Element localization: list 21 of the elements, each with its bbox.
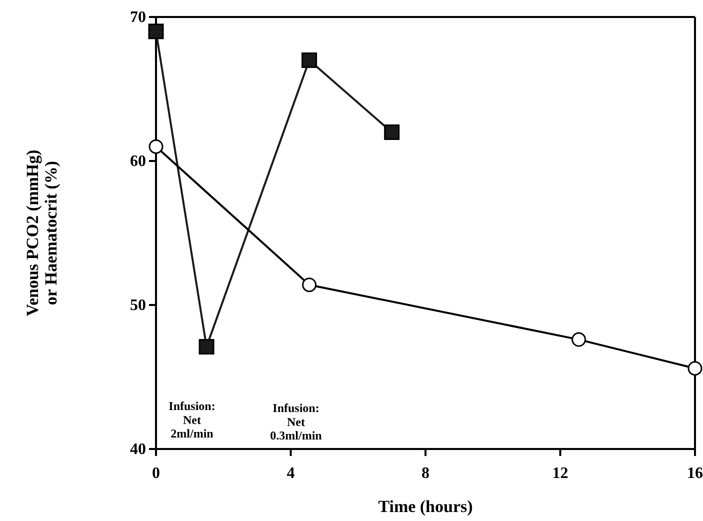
- point: [198, 339, 214, 355]
- x-tick-label: 8: [422, 465, 430, 482]
- y-tick-label: 70: [130, 9, 146, 26]
- x-tick-label: 16: [687, 465, 703, 482]
- point: [302, 278, 317, 292]
- annotation: Infusion: Net 0.3ml/min: [270, 401, 322, 443]
- point: [302, 52, 318, 68]
- point: [148, 139, 164, 154]
- annotation: Infusion: Net 2ml/min: [168, 399, 216, 441]
- y-tick-label: 60: [130, 153, 146, 170]
- y-tick-label: 40: [130, 441, 146, 458]
- point: [572, 332, 586, 347]
- x-tick-label: 12: [552, 465, 568, 482]
- x-tick-label: 0: [152, 465, 160, 482]
- point: [384, 124, 400, 140]
- point: [688, 361, 702, 376]
- y-tick-label: 50: [130, 297, 146, 314]
- x-tick-label: 4: [286, 465, 295, 482]
- x-axis-title: Time (hours): [378, 497, 473, 516]
- point: [148, 24, 164, 40]
- y-axis-title: Venous PCO2 (mmHg) or Haematocrit (%): [23, 150, 61, 316]
